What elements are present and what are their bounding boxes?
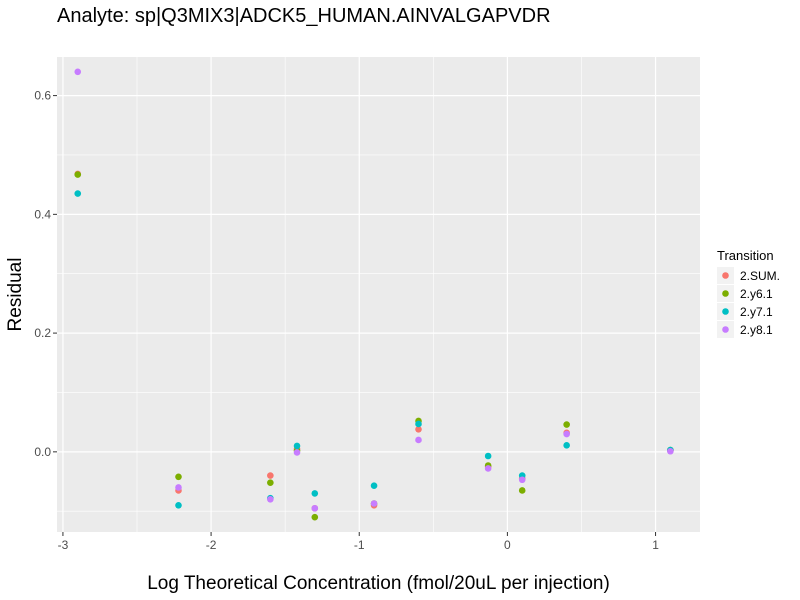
data-point	[370, 500, 378, 507]
minor-gridlines	[57, 57, 700, 532]
legend-key-marker	[722, 290, 729, 297]
data-point	[74, 68, 82, 76]
legend-key-marker	[722, 326, 729, 333]
y-axis-title: Residual	[5, 258, 26, 332]
x-tick-label: 1	[652, 538, 659, 552]
x-tick-label: -2	[206, 538, 217, 552]
data-point	[563, 430, 570, 438]
data-point	[667, 447, 674, 455]
y-axis: 0.0 0.2 0.4 0.6	[34, 89, 57, 459]
x-tick-label: -1	[354, 538, 365, 552]
data-point	[563, 442, 570, 449]
data-point	[415, 420, 422, 428]
legend-items: 2.SUM. 2.y6.1 2.y7.1 2.y8.1	[717, 267, 780, 338]
data-point	[175, 484, 182, 491]
data-point	[311, 504, 319, 512]
data-point	[484, 465, 492, 472]
legend: Transition 2.SUM. 2.y6.1 2.y7.1 2.y8.1	[717, 248, 780, 338]
data-point	[563, 421, 570, 428]
data-point	[267, 496, 274, 503]
y-tick-label: 0.0	[34, 445, 51, 459]
data-point	[267, 472, 274, 479]
data-point	[415, 425, 422, 433]
data-point	[175, 501, 182, 509]
y-tick-label: 0.2	[34, 326, 51, 340]
data-point	[518, 476, 526, 484]
data-point	[74, 190, 82, 197]
y-tick-label: 0.4	[34, 207, 51, 221]
legend-key-marker	[722, 308, 729, 315]
legend-label: 2.y6.1	[740, 287, 773, 301]
data-point	[415, 436, 422, 444]
data-point	[293, 442, 301, 450]
plot-panel	[57, 57, 700, 532]
y-tick-label: 0.6	[34, 89, 51, 103]
data-point	[311, 490, 319, 497]
data-point	[74, 171, 82, 178]
legend-label: 2.y7.1	[740, 305, 773, 319]
x-tick-label: 0	[504, 538, 511, 552]
data-point	[311, 513, 319, 521]
data-point	[267, 479, 274, 487]
legend-label: 2.SUM.	[740, 269, 780, 283]
x-axis-title: Log Theoretical Concentration (fmol/20uL…	[147, 573, 610, 594]
legend-label: 2.y8.1	[740, 323, 773, 337]
legend-title: Transition	[717, 248, 774, 263]
major-gridlines	[57, 57, 700, 532]
data-point	[293, 449, 301, 456]
x-axis: -3 -2 -1 0 1	[58, 532, 659, 552]
data-point	[175, 473, 182, 481]
chart-title: Analyte: sp|Q3MIX3|ADCK5_HUMAN.AINVALGAP…	[57, 5, 551, 27]
data-point	[518, 487, 526, 494]
data-point	[484, 452, 492, 460]
data-points	[74, 68, 674, 521]
x-tick-label: -3	[58, 538, 69, 552]
data-point	[370, 482, 378, 489]
legend-key-marker	[722, 272, 729, 279]
